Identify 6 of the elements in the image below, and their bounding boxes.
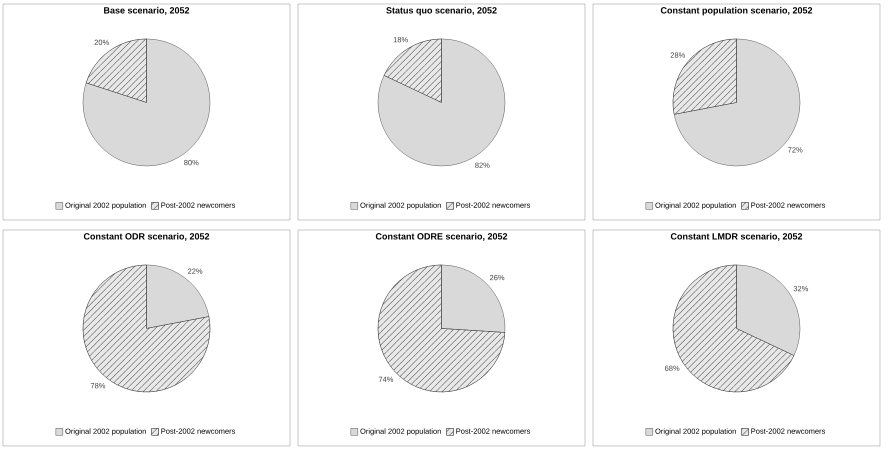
- chart-title: Status quo scenario, 2052: [386, 6, 497, 16]
- chart-title: Constant ODRE scenario, 2052: [376, 232, 508, 241]
- chart-title: Base scenario, 2052: [104, 6, 190, 15]
- chart-title: Constant ODR scenario, 2052: [84, 232, 210, 241]
- chart-title: Constant population scenario, 2052: [660, 6, 812, 16]
- chart-title: Constant LMDR scenario, 2052: [670, 232, 802, 241]
